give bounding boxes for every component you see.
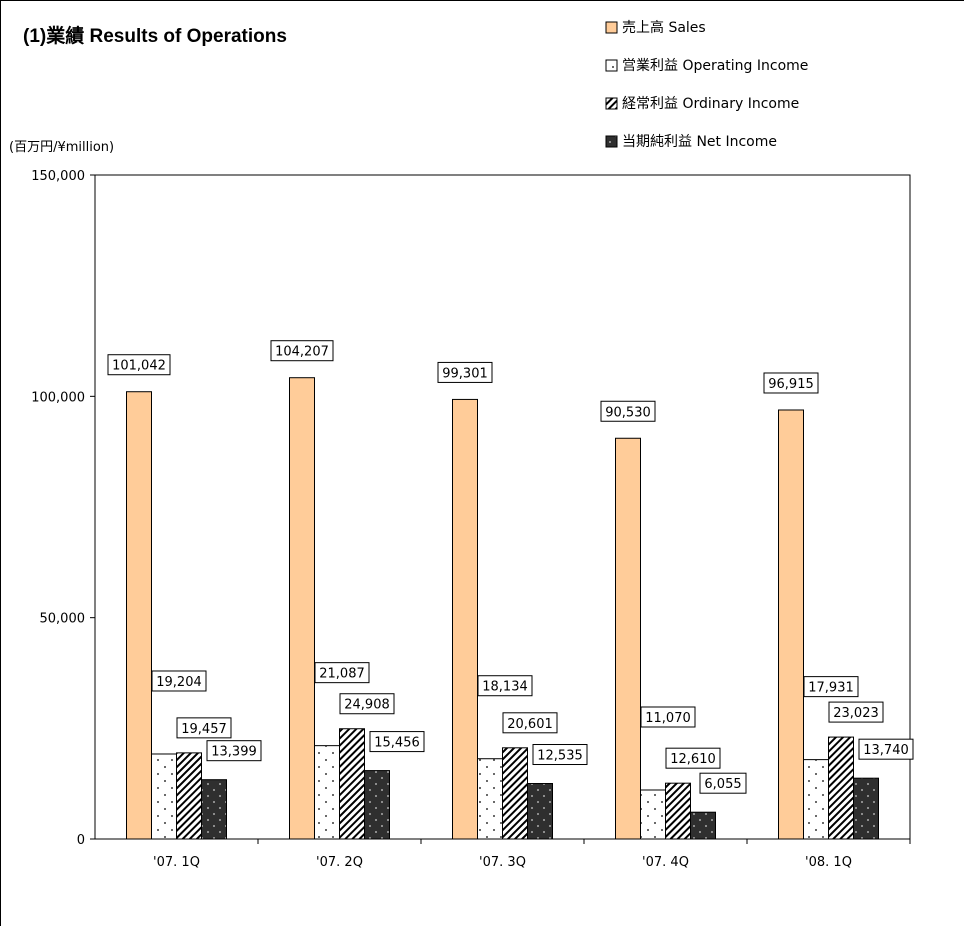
plot-area: 0 50,000 100,000 150,000 '07. 1Q '07. 2Q '07. …	[31, 169, 914, 870]
data-label-box	[600, 400, 656, 422]
data-label-box	[532, 744, 588, 766]
bar	[126, 391, 152, 840]
data-label: 90,530	[605, 405, 651, 420]
data-label: 12,610	[670, 752, 716, 767]
bar	[151, 753, 177, 840]
data-label: 101,042	[112, 359, 166, 374]
legend-swatch	[605, 97, 618, 110]
bar	[502, 747, 528, 840]
bar	[314, 745, 340, 840]
bar	[452, 398, 478, 840]
bar	[201, 779, 227, 840]
y-tick-label: 50,000	[40, 612, 86, 627]
legend-entry: 売上高 Sales	[622, 19, 706, 36]
data-label-box	[151, 670, 207, 692]
legend-swatch	[605, 21, 618, 34]
bar	[477, 758, 503, 840]
x-category-label: '08. 1Q	[805, 855, 852, 870]
data-label: 24,908	[344, 698, 390, 713]
data-label-box	[665, 747, 721, 769]
data-label: 20,601	[507, 717, 553, 732]
bar	[665, 782, 691, 840]
y-tick-label: 150,000	[31, 169, 85, 184]
data-label: 18,134	[482, 680, 528, 695]
data-label: 17,931	[808, 681, 854, 696]
data-label: 21,087	[319, 667, 365, 682]
x-category-label: '07. 2Q	[316, 855, 363, 870]
data-label-box	[640, 706, 696, 728]
data-label-box	[828, 701, 884, 723]
bar	[527, 783, 553, 840]
chart-title: (1)業績 Results of Operations	[23, 24, 287, 47]
bar	[364, 770, 390, 840]
legend-entry: 営業利益 Operating Income	[622, 58, 808, 74]
data-label: 15,456	[374, 736, 420, 751]
bar	[640, 789, 666, 840]
legend-entry: 経常利益 Ordinary Income	[622, 96, 799, 112]
bar	[803, 759, 829, 840]
data-label: 19,204	[156, 675, 202, 690]
bar	[690, 811, 716, 840]
bar	[828, 736, 854, 840]
legend-entry: 当期純利益 Net Income	[622, 134, 777, 150]
bar	[289, 377, 315, 840]
data-label-box	[437, 361, 493, 383]
legend: 売上高 Sales 営業利益 Operating Income 経常利益 Ordin…	[605, 19, 808, 150]
bar	[778, 409, 804, 840]
x-category-label: '07. 4Q	[642, 855, 689, 870]
bar	[176, 752, 202, 840]
bar	[339, 728, 365, 840]
data-label-box	[858, 738, 914, 760]
data-label-box	[502, 712, 558, 734]
data-label-box	[206, 740, 262, 762]
data-label: 11,070	[645, 711, 691, 726]
legend-swatch	[605, 59, 618, 72]
data-label-box	[763, 372, 819, 394]
data-label: 6,055	[704, 777, 741, 792]
y-tick-label: 100,000	[31, 390, 85, 405]
data-label-box	[314, 662, 370, 684]
data-label: 19,457	[181, 722, 227, 737]
bar	[853, 777, 879, 840]
data-label-box	[270, 340, 334, 362]
data-label: 96,915	[768, 377, 814, 392]
data-label: 99,301	[442, 366, 488, 381]
bar	[615, 437, 641, 840]
data-label: 13,740	[863, 743, 909, 758]
unit-label: (百万円/¥million)	[9, 140, 114, 155]
x-category-label: '07. 1Q	[153, 855, 200, 870]
data-label-box	[107, 354, 171, 376]
data-label-box	[176, 717, 232, 739]
data-label: 104,207	[275, 345, 329, 360]
y-tick-label: 0	[77, 833, 85, 848]
data-label-box	[369, 731, 425, 753]
data-label-box	[699, 772, 747, 794]
data-label-box	[477, 675, 533, 697]
data-label: 12,535	[537, 749, 583, 764]
data-label-box	[339, 693, 395, 715]
legend-swatch	[605, 135, 618, 148]
data-label: 23,023	[833, 706, 879, 721]
data-label: 13,399	[211, 745, 257, 760]
data-label-box	[803, 676, 859, 698]
x-category-label: '07. 3Q	[479, 855, 526, 870]
